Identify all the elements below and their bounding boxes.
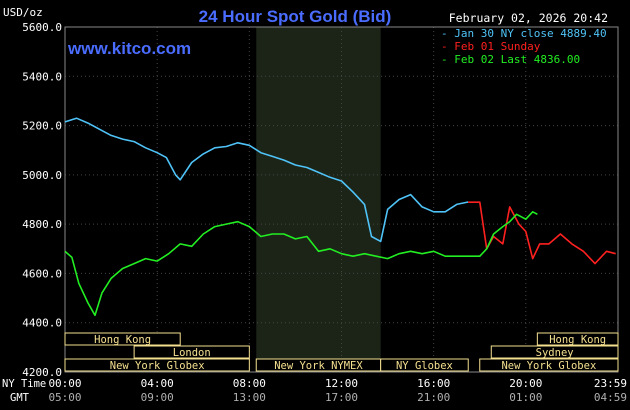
x-tick-label-ny: 23:59 [594, 377, 627, 390]
x-tick-label-gmt: 04:59 [594, 391, 627, 404]
y-tick-label: 4600.0 [22, 267, 62, 280]
y-tick-label: 5600.0 [22, 21, 62, 34]
market-session-label: London [173, 347, 211, 359]
x-tick-label-ny: 00:00 [48, 377, 81, 390]
y-axis-label: USD/oz [3, 6, 43, 19]
market-session-box [536, 332, 619, 346]
y-tick-label: 4400.0 [22, 317, 62, 330]
y-tick-label: 4200.0 [22, 366, 62, 379]
timestamp: February 02, 2026 20:42 [449, 11, 608, 25]
x-tick-label-ny: 04:00 [141, 377, 174, 390]
gmt-label: GMT [10, 392, 30, 404]
market-session-label: New York Globex [110, 360, 205, 372]
market-session-label: Hong Kong [94, 334, 151, 346]
x-tick-label-gmt: 05:00 [48, 391, 81, 404]
plot-frame [64, 26, 619, 373]
market-session-box [380, 358, 469, 372]
legend: - Jan 30 NY close 4889.40- Feb 01 Sunday… [441, 27, 607, 66]
nymex-session-highlight [256, 27, 381, 372]
x-tick-label-ny: 12:00 [325, 377, 358, 390]
market-session-label: NY Globex [396, 360, 453, 372]
y-axis-ticks: 5600.0 5400.0 5200.0 5000.0 4800.0 4600.0 4400… [22, 21, 62, 379]
market-session: Sydney [490, 345, 619, 359]
market-session-label: New York NYMEX [274, 360, 363, 372]
x-tick-label-gmt: 09:00 [141, 391, 174, 404]
market-session: Hong Kong [64, 332, 181, 346]
x-tick-label-gmt: 01:00 [509, 391, 542, 404]
series-layer [64, 117, 616, 317]
x-tick-label-ny: 20:00 [509, 377, 542, 390]
chart-title: 24 Hour Spot Gold (Bid) [199, 7, 392, 26]
x-tick-label-gmt: 17:00 [325, 391, 358, 404]
nymex-highlight-layer [256, 27, 381, 372]
y-tick-label: 5400.0 [22, 70, 62, 83]
x-tick-label-ny: 08:00 [233, 377, 266, 390]
market-session: New York Globex [64, 358, 250, 372]
market-session-box [490, 345, 619, 359]
legend-entry: - Feb 02 Last 4836.00 [441, 53, 580, 66]
market-session: London [133, 345, 250, 359]
legend-entry: - Feb 01 Sunday [441, 40, 541, 53]
market-session-label: Sydney [536, 347, 574, 359]
market-session: Hong Kong [536, 332, 619, 346]
series-line-feb-02 [64, 211, 538, 317]
market-session: New York NYMEX [255, 358, 382, 372]
x-tick-label-ny: 16:00 [417, 377, 450, 390]
market-session-label: New York Globex [501, 360, 596, 372]
watermark: www.kitco.com [67, 39, 191, 58]
market-session: New York Globex [479, 358, 619, 372]
series-line-jan-30 [64, 117, 469, 243]
x-tick-label-gmt: 21:00 [417, 391, 450, 404]
market-session: NY Globex [380, 358, 469, 372]
legend-entry: - Jan 30 NY close 4889.40 [441, 27, 607, 40]
market-session-label: Hong Kong [549, 334, 606, 346]
y-tick-label: 4800.0 [22, 218, 62, 231]
ny-time-label: NY Time [2, 378, 46, 390]
market-session-box [64, 332, 181, 346]
x-tick-label-gmt: 13:00 [233, 391, 266, 404]
y-tick-label: 5000.0 [22, 169, 62, 182]
y-tick-label: 5200.0 [22, 120, 62, 133]
market-session-box [479, 358, 619, 372]
market-session-box [133, 345, 250, 359]
market-session-box [64, 358, 250, 372]
